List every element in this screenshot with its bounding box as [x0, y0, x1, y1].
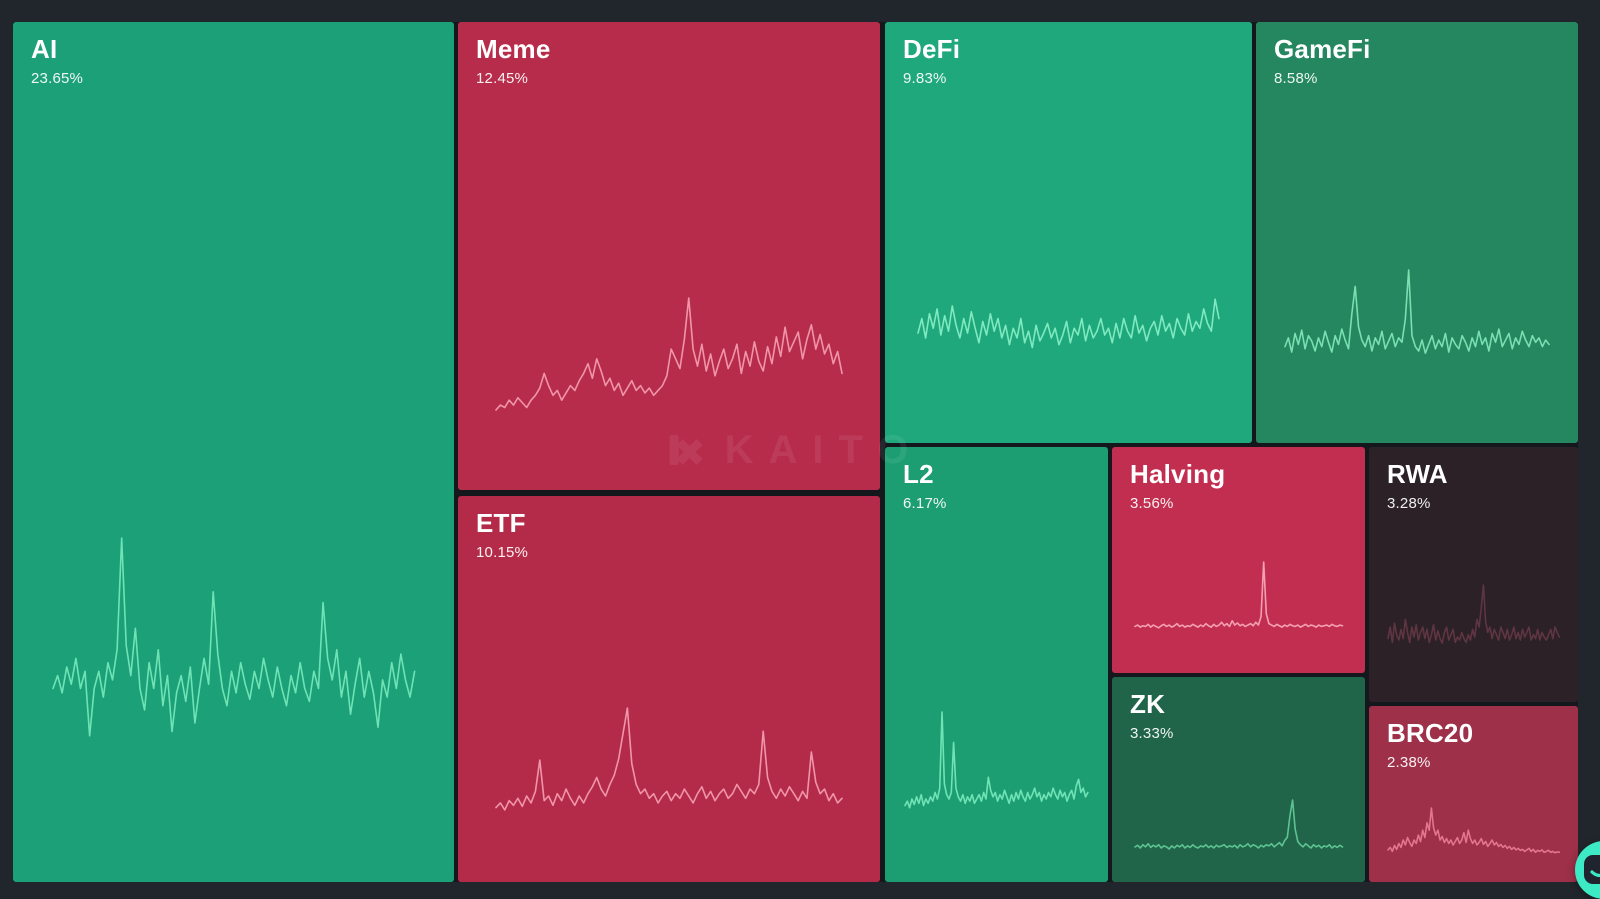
- sparkline: [1388, 808, 1559, 857]
- sparkline: [905, 712, 1088, 821]
- tile-percent: 6.17%: [903, 495, 947, 513]
- tile-title: L2: [903, 459, 934, 489]
- sparkline: [918, 275, 1219, 372]
- sparkline: [1135, 800, 1342, 853]
- tile-title: GameFi: [1274, 34, 1371, 64]
- tile-title: DeFi: [903, 34, 961, 64]
- tile-title: RWA: [1387, 459, 1448, 489]
- tile-defi[interactable]: DeFi 9.83%: [885, 22, 1252, 443]
- sparkline: [1285, 270, 1549, 379]
- sparkline: [1135, 562, 1342, 632]
- tile-meme[interactable]: Meme 12.45%: [458, 22, 880, 490]
- tile-percent: 9.83%: [903, 70, 947, 88]
- tile-title: Meme: [476, 34, 551, 64]
- chat-fab-button[interactable]: [1575, 841, 1600, 899]
- tile-title: Halving: [1130, 459, 1226, 489]
- tile-rwa[interactable]: RWA 3.28%: [1369, 447, 1578, 702]
- tile-brc20[interactable]: BRC20 2.38%: [1369, 706, 1578, 882]
- tile-percent: 10.15%: [476, 544, 529, 562]
- tile-l2[interactable]: L2 6.17%: [885, 447, 1108, 882]
- tile-title: ZK: [1130, 689, 1166, 719]
- sparkline: [53, 538, 415, 753]
- tile-percent: 3.33%: [1130, 725, 1174, 743]
- tile-ai[interactable]: AI 23.65%: [13, 22, 454, 882]
- sparkline: [496, 708, 842, 824]
- tile-title: AI: [31, 34, 58, 64]
- tile-title: BRC20: [1387, 718, 1474, 748]
- sparkline: [496, 298, 842, 420]
- tile-gamefi[interactable]: GameFi 8.58%: [1256, 22, 1578, 443]
- tile-percent: 8.58%: [1274, 70, 1318, 88]
- tile-zk[interactable]: ZK 3.33%: [1112, 677, 1365, 882]
- chat-bubble-icon: [1584, 855, 1600, 884]
- sparkline: [1388, 585, 1559, 662]
- narrative-mindshare-treemap: AI 23.65% Meme 12.45% DeFi 9.83% GameFi 8.58% ET…: [13, 22, 1578, 882]
- tile-title: ETF: [476, 508, 526, 538]
- tile-percent: 3.56%: [1130, 495, 1174, 513]
- tile-etf[interactable]: ETF 10.15%: [458, 496, 880, 882]
- tile-percent: 3.28%: [1387, 495, 1431, 513]
- tile-percent: 2.38%: [1387, 754, 1431, 772]
- tile-halving[interactable]: Halving 3.56%: [1112, 447, 1365, 673]
- tile-percent: 23.65%: [31, 70, 84, 88]
- tile-percent: 12.45%: [476, 70, 529, 88]
